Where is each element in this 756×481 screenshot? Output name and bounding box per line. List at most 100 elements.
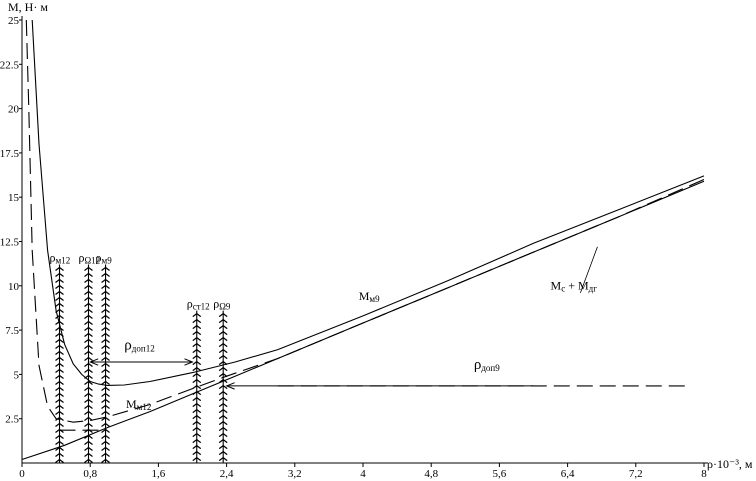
hatch-stroke	[222, 337, 228, 342]
hatch-stroke	[88, 273, 93, 278]
hatch-stroke	[101, 297, 106, 302]
annotation-1: Mм9	[359, 289, 380, 304]
hatch-stroke	[218, 313, 224, 318]
hatch-stroke	[101, 387, 106, 392]
hatch-stroke	[84, 339, 89, 344]
hatch-stroke	[59, 363, 64, 368]
hatch-stroke	[55, 453, 60, 458]
hatch-stroke	[222, 397, 228, 402]
hatch-stroke	[222, 385, 228, 390]
hatch-stroke	[192, 373, 198, 378]
hatch-stroke	[59, 423, 64, 428]
hatch-stroke	[196, 319, 202, 324]
hatch-stroke	[222, 457, 228, 462]
hatch-stroke	[55, 327, 60, 332]
hatch-stroke	[88, 291, 93, 296]
hatch-stroke	[88, 375, 93, 380]
x-tick-label: 2,4	[220, 468, 234, 480]
hatch-stroke	[84, 429, 89, 434]
hatch-stroke	[88, 447, 93, 452]
hatch-stroke	[59, 351, 64, 356]
hatch-stroke	[196, 433, 202, 438]
hatch-stroke	[59, 303, 64, 308]
hatched-line-2: ρΩ12	[78, 251, 100, 464]
hatch-stroke	[88, 381, 93, 386]
hatch-stroke	[222, 451, 228, 456]
hatch-stroke	[192, 445, 198, 450]
series-line-1	[31, 19, 705, 386]
y-tick-label: 10	[8, 281, 20, 293]
hatch-stroke	[218, 445, 224, 450]
hatch-stroke	[59, 459, 64, 464]
hatch-stroke	[59, 345, 64, 350]
hatch-stroke	[105, 267, 110, 272]
hatch-stroke	[84, 411, 89, 416]
hatch-stroke	[101, 375, 106, 380]
hatch-stroke	[218, 367, 224, 372]
hatch-stroke	[88, 357, 93, 362]
hatch-stroke	[196, 427, 202, 432]
hatch-stroke	[55, 435, 60, 440]
hatch-stroke	[196, 451, 202, 456]
hatch-stroke	[192, 355, 198, 360]
hatch-stroke	[88, 285, 93, 290]
hatch-stroke	[196, 313, 202, 318]
y-tick-label: 22.5	[0, 59, 20, 71]
x-tick-label: 0	[19, 468, 25, 480]
hatch-stroke	[59, 381, 64, 386]
hatch-stroke	[84, 375, 89, 380]
hatch-stroke	[105, 411, 110, 416]
hatch-stroke	[88, 417, 93, 422]
hatch-stroke	[55, 309, 60, 314]
hatch-stroke	[218, 379, 224, 384]
hatch-stroke	[88, 333, 93, 338]
hatch-stroke	[222, 373, 228, 378]
hatched-line-5: ρΩ9	[213, 297, 231, 463]
hatch-stroke	[218, 457, 224, 462]
hatch-stroke	[55, 315, 60, 320]
hatch-stroke	[55, 345, 60, 350]
hatch-stroke	[55, 333, 60, 338]
hatch-stroke	[101, 327, 106, 332]
hatch-stroke	[196, 337, 202, 342]
hatch-stroke	[218, 397, 224, 402]
hatch-stroke	[84, 441, 89, 446]
hatch-stroke	[218, 343, 224, 348]
hatch-stroke	[192, 409, 198, 414]
hatch-stroke	[84, 285, 89, 290]
hatch-stroke	[59, 417, 64, 422]
hatch-stroke	[222, 409, 228, 414]
hatch-stroke	[88, 267, 93, 272]
hatch-stroke	[55, 321, 60, 326]
hatch-stroke	[105, 363, 110, 368]
hatch-stroke	[55, 297, 60, 302]
hatch-stroke	[55, 285, 60, 290]
hatch-stroke	[192, 439, 198, 444]
hatch-stroke	[55, 351, 60, 356]
y-axis-label: M, Н· м	[8, 0, 48, 14]
hatch-stroke	[84, 435, 89, 440]
annotation-2: Mм12	[126, 397, 151, 412]
hatch-stroke	[88, 405, 93, 410]
hatch-stroke	[222, 391, 228, 396]
hatched-line-label: ρст12	[187, 297, 210, 312]
hatch-stroke	[84, 447, 89, 452]
hatch-stroke	[88, 369, 93, 374]
hatch-stroke	[192, 403, 198, 408]
hatch-stroke	[84, 273, 89, 278]
x-tick-label: 6,4	[561, 468, 575, 480]
annotation-3: Mс + Mдг	[551, 278, 598, 293]
y-tick-label: 15	[8, 192, 20, 204]
hatch-stroke	[84, 357, 89, 362]
hatch-stroke	[196, 421, 202, 426]
hatch-stroke	[59, 273, 64, 278]
hatch-stroke	[218, 325, 224, 330]
hatch-stroke	[192, 331, 198, 336]
hatch-stroke	[84, 363, 89, 368]
hatch-stroke	[59, 453, 64, 458]
annotation-5: ρдоп9	[474, 357, 500, 373]
hatch-stroke	[101, 381, 106, 386]
hatch-stroke	[55, 429, 60, 434]
